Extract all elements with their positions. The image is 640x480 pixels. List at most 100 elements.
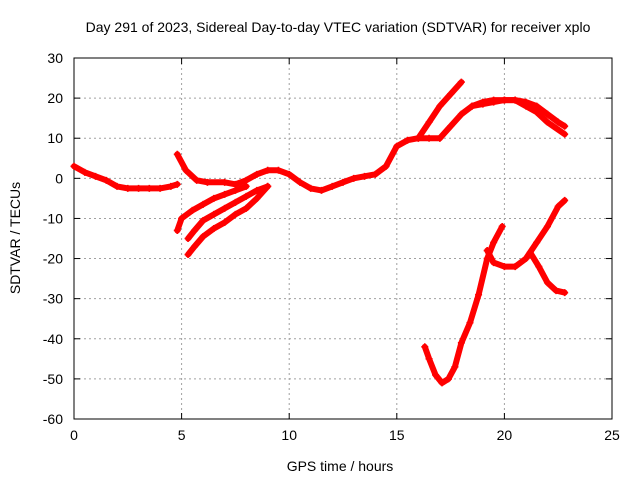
data-point [522, 98, 530, 106]
data-point [113, 182, 121, 190]
x-tick-label: 10 [281, 427, 297, 443]
data-point [210, 224, 218, 232]
data-point [242, 182, 250, 190]
data-point [191, 243, 199, 251]
data-point [199, 200, 207, 208]
data-point [498, 222, 506, 230]
y-axis-label: SDTVAR / TECUs [7, 182, 23, 294]
data-point [124, 184, 132, 192]
data-point [490, 259, 498, 267]
data-point [102, 176, 110, 184]
y-tick-label: -40 [43, 331, 63, 347]
series-track-mid [173, 134, 444, 194]
grid [74, 58, 612, 419]
data-point [173, 226, 181, 234]
data-point [425, 134, 433, 142]
data-point [511, 263, 519, 271]
data-point [444, 375, 452, 383]
data-point [561, 122, 569, 130]
y-tick-label: -10 [43, 210, 63, 226]
y-tick-label: -60 [43, 411, 63, 427]
data-point [156, 184, 164, 192]
data-point [182, 166, 190, 174]
data-point [231, 186, 239, 194]
data-point [500, 263, 508, 271]
data-point [167, 182, 175, 190]
data-point [317, 186, 325, 194]
series-track-late-lower [468, 96, 569, 130]
data-point [307, 184, 315, 192]
data-point [554, 202, 562, 210]
data-point [210, 194, 218, 202]
data-point [231, 180, 239, 188]
data-point [451, 363, 459, 371]
data-point [221, 204, 229, 212]
data-point [296, 178, 304, 186]
x-tick-label: 5 [178, 427, 186, 443]
data-point [421, 343, 429, 351]
data-point [447, 90, 455, 98]
x-axis-label: GPS time / hours [287, 458, 394, 474]
data-point [561, 289, 569, 297]
series-line [469, 97, 568, 130]
data-point [264, 182, 272, 190]
data-point [483, 247, 491, 255]
data-point [221, 178, 229, 186]
x-tick-label: 0 [70, 427, 78, 443]
series-track-dip-c [184, 182, 272, 259]
x-tick-label: 20 [497, 427, 513, 443]
data-point [253, 186, 261, 194]
data-point [231, 198, 239, 206]
data-point [432, 371, 440, 379]
series-line [71, 163, 181, 192]
data-point [511, 96, 519, 104]
data-point [178, 214, 186, 222]
data-point [242, 192, 250, 200]
data-point [561, 130, 569, 138]
data-point [561, 196, 569, 204]
series-track-dip-a [173, 182, 250, 234]
data-point [253, 194, 261, 202]
data-point [184, 251, 192, 259]
series-track-plunge-a [421, 222, 506, 387]
data-point [543, 118, 551, 126]
series-line [174, 135, 443, 194]
data-point [199, 216, 207, 224]
series-track-late-upper [414, 78, 465, 142]
data-point [173, 180, 181, 188]
data-point [253, 170, 261, 178]
data-point [457, 110, 465, 118]
data-point [371, 170, 379, 178]
data-point [552, 287, 560, 295]
data-point [490, 96, 498, 104]
data-point [242, 204, 250, 212]
series-track-dip-b [184, 182, 272, 242]
series-track-plunge-c [526, 249, 569, 297]
series-track-late [436, 96, 569, 142]
data-point [231, 210, 239, 218]
data-point [188, 206, 196, 214]
data-point [414, 134, 422, 142]
y-tick-label: -30 [43, 291, 63, 307]
data-point [210, 210, 218, 218]
data-point [447, 122, 455, 130]
data-point [382, 162, 390, 170]
series-line [415, 79, 465, 142]
tick-marks [73, 57, 613, 420]
data-point [92, 172, 100, 180]
data-point [135, 184, 143, 192]
data-point [522, 255, 530, 263]
data-point [242, 176, 250, 184]
data-point [438, 379, 446, 387]
data-point [543, 222, 551, 230]
data-point [535, 263, 543, 271]
y-tick-label: 20 [47, 90, 63, 106]
data-point [328, 182, 336, 190]
y-tick-label: 0 [55, 170, 63, 186]
y-tick-label: -50 [43, 371, 63, 387]
data-point [543, 279, 551, 287]
data-point [533, 239, 541, 247]
data-point [457, 78, 465, 86]
data-point [70, 162, 78, 170]
